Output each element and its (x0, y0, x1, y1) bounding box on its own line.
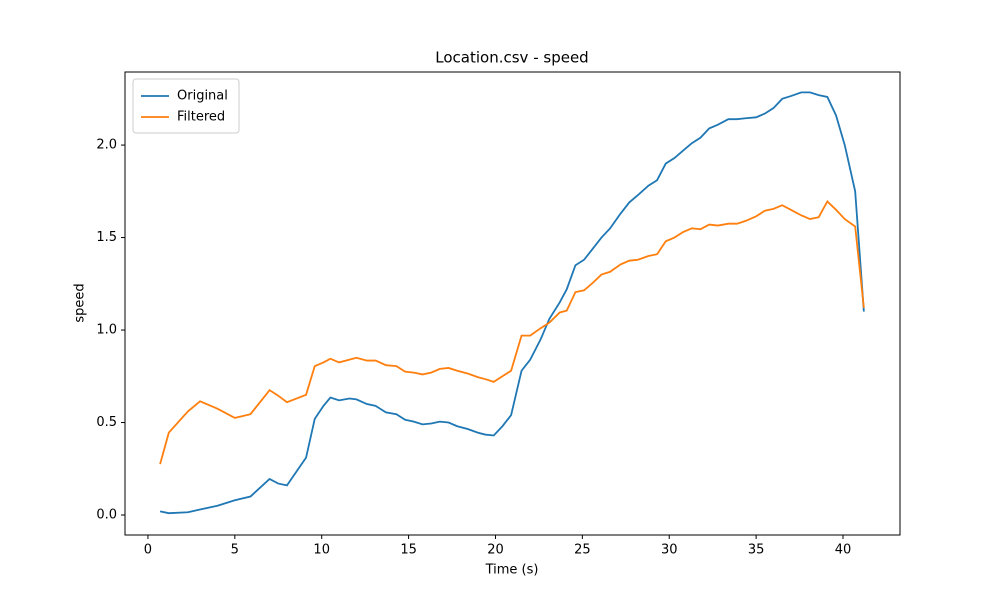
y-tick-label: 1.5 (96, 230, 117, 245)
chart-title: Location.csv - speed (435, 49, 588, 67)
series-line (159, 200, 865, 465)
x-tick-label: 25 (574, 543, 591, 558)
y-tick-label: 0.0 (96, 508, 117, 523)
y-tick-label: 2.0 (96, 138, 117, 153)
x-tick-label: 15 (400, 543, 417, 558)
legend-box (132, 78, 240, 134)
y-axis-label: speed (73, 283, 88, 322)
x-tick-label: 35 (748, 543, 765, 558)
x-tick-label: 20 (487, 543, 504, 558)
x-tick-label: 10 (313, 543, 330, 558)
x-tick-label: 40 (835, 543, 852, 558)
x-tick-label: 5 (231, 543, 239, 558)
series-line (159, 91, 865, 515)
plot-frame (124, 71, 901, 536)
x-tick-label: 0 (144, 543, 152, 558)
y-tick-label: 1.0 (96, 323, 117, 338)
legend-label: Filtered (177, 110, 225, 125)
legend-label: Original (177, 89, 228, 104)
x-axis-label: Time (s) (485, 563, 539, 578)
x-tick-label: 30 (661, 543, 678, 558)
y-tick-label: 0.5 (96, 415, 117, 430)
